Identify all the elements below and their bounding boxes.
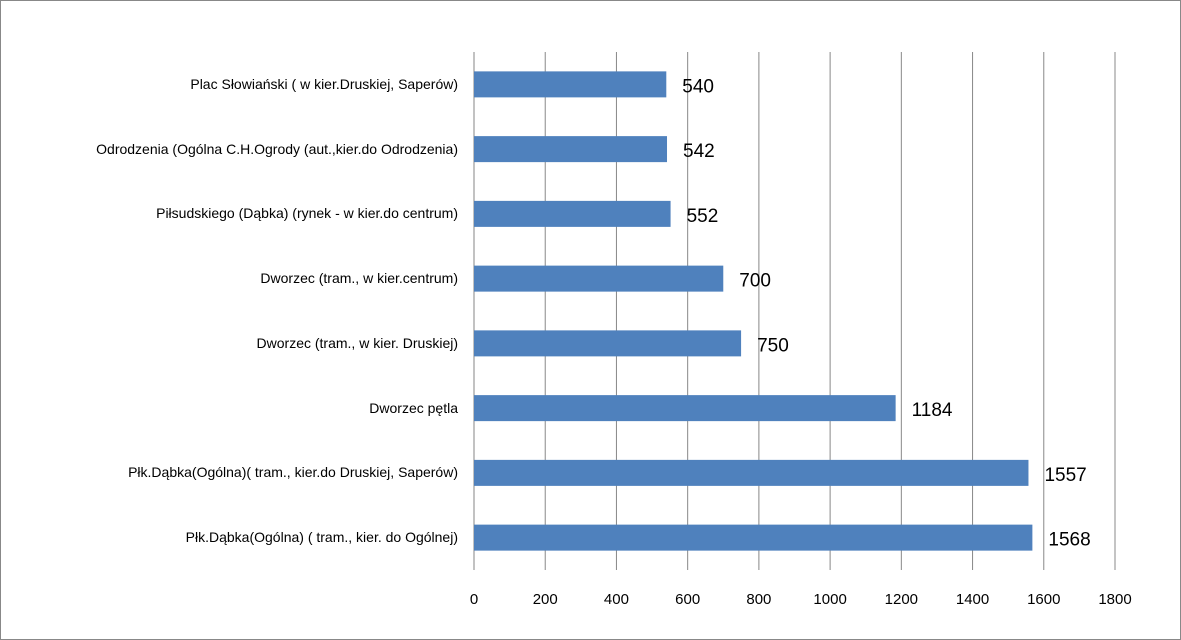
value-label: 1568 <box>1048 530 1090 551</box>
y-tick-label: Dworzec pętla <box>369 399 458 416</box>
value-label: 1557 <box>1044 465 1086 486</box>
x-tick-label: 1000 <box>813 591 846 608</box>
x-tick-label: 1800 <box>1098 591 1131 608</box>
category-label-box: Piłsudskiego (Dąbka) (rynek - w kier.do … <box>156 189 458 239</box>
bar <box>474 330 742 357</box>
category-label-box: Odrodzenia (Ogólna C.H.Ogrody (aut.,kier… <box>96 124 458 174</box>
x-tick-label: 1200 <box>885 591 918 608</box>
y-tick-label: Dworzec (tram., w kier. Druskiej) <box>256 334 458 351</box>
bar <box>474 265 724 292</box>
value-label: 540 <box>682 76 714 97</box>
value-label: 750 <box>757 335 789 356</box>
y-tick-label: Piłsudskiego (Dąbka) (rynek - w kier.do … <box>156 205 458 222</box>
category-label-box: Dworzec (tram., w kier.centrum) <box>260 254 458 304</box>
bar <box>474 200 671 227</box>
bar <box>474 136 668 163</box>
category-label-box: Płk.Dąbka(Ogólna) ( tram., kier. do Ogól… <box>186 513 458 563</box>
category-label-box: Płk.Dąbka(Ogólna)( tram., kier.do Druski… <box>128 448 458 498</box>
y-tick-label: Płk.Dąbka(Ogólna) ( tram., kier. do Ogól… <box>185 529 458 546</box>
y-tick-label: Odrodzenia (Ogólna C.H.Ogrody (aut.,kier… <box>96 140 458 157</box>
value-label: 700 <box>739 271 771 292</box>
x-tick-label: 1600 <box>1027 591 1060 608</box>
y-tick-label: Plac Słowiański ( w kier.Druskiej, Saper… <box>190 75 458 92</box>
x-tick-label: 600 <box>675 591 700 608</box>
x-tick-label: 400 <box>604 591 629 608</box>
category-label-box: Dworzec pętla <box>369 383 458 433</box>
bar <box>474 524 1033 551</box>
x-tick-label: 1400 <box>956 591 989 608</box>
y-tick-label: Płk.Dąbka(Ogólna)( tram., kier.do Druski… <box>128 464 458 481</box>
x-tick-label: 800 <box>746 591 771 608</box>
x-tick-label: 200 <box>533 591 558 608</box>
bar <box>474 459 1029 486</box>
category-label-box: Dworzec (tram., w kier. Druskiej) <box>257 318 458 368</box>
y-tick-label: Dworzec (tram., w kier.centrum) <box>260 270 458 287</box>
category-label-box: Plac Słowiański ( w kier.Druskiej, Saper… <box>190 59 458 109</box>
x-tick-label: 0 <box>470 591 478 608</box>
value-label: 542 <box>683 141 715 162</box>
value-label: 1184 <box>912 400 953 421</box>
bar <box>474 71 667 98</box>
bar <box>474 395 896 422</box>
value-label: 552 <box>687 206 719 227</box>
